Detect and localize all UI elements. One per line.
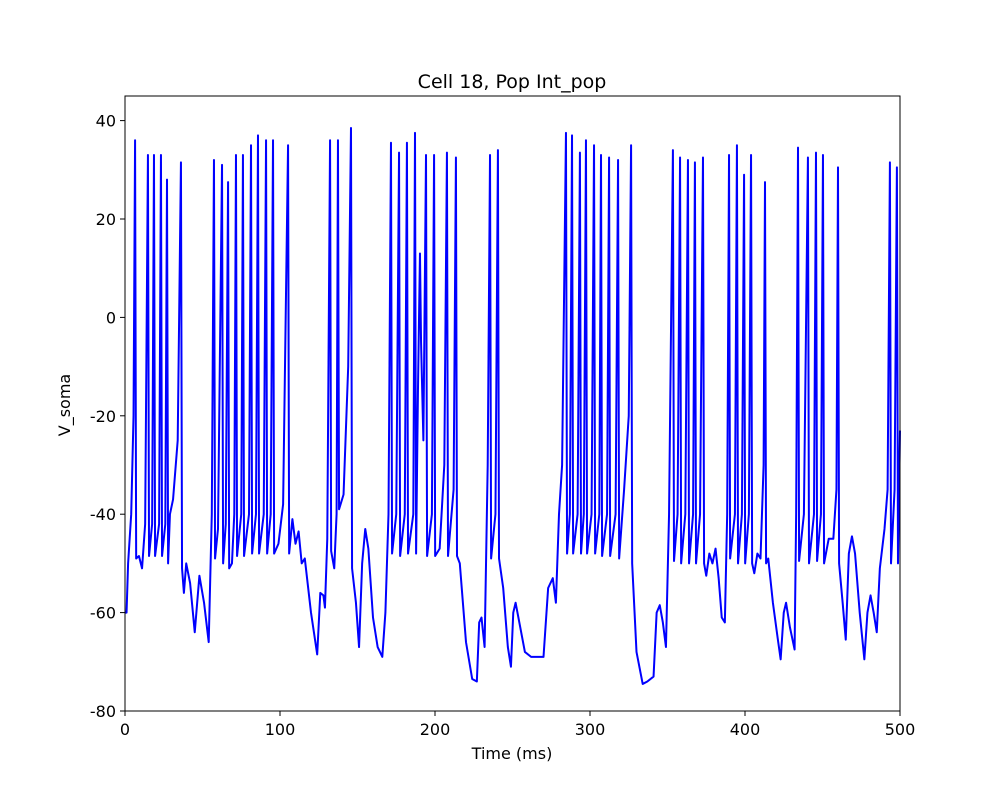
x-tick-label: 0 — [120, 720, 130, 739]
plot-frame — [124, 95, 901, 712]
x-tick-label: 300 — [575, 720, 606, 739]
chart-title: Cell 18, Pop Int_pop — [418, 71, 607, 93]
y-tick-label: -60 — [90, 604, 116, 623]
y-tick-label: -80 — [90, 702, 116, 721]
y-axis-label: V_soma — [55, 374, 75, 436]
y-tick-label: -20 — [90, 407, 116, 426]
x-axis-label: Time (ms) — [471, 744, 553, 763]
x-tick-label: 400 — [730, 720, 761, 739]
y-tick-label: 0 — [106, 308, 116, 327]
x-tick-label: 200 — [420, 720, 451, 739]
data-line — [125, 126, 901, 685]
y-tick-label: 20 — [96, 210, 116, 229]
y-tick-label: 40 — [96, 112, 116, 131]
y-tick-label: -40 — [90, 505, 116, 524]
x-tick-label: 100 — [265, 720, 296, 739]
x-tick-label: 500 — [885, 720, 916, 739]
